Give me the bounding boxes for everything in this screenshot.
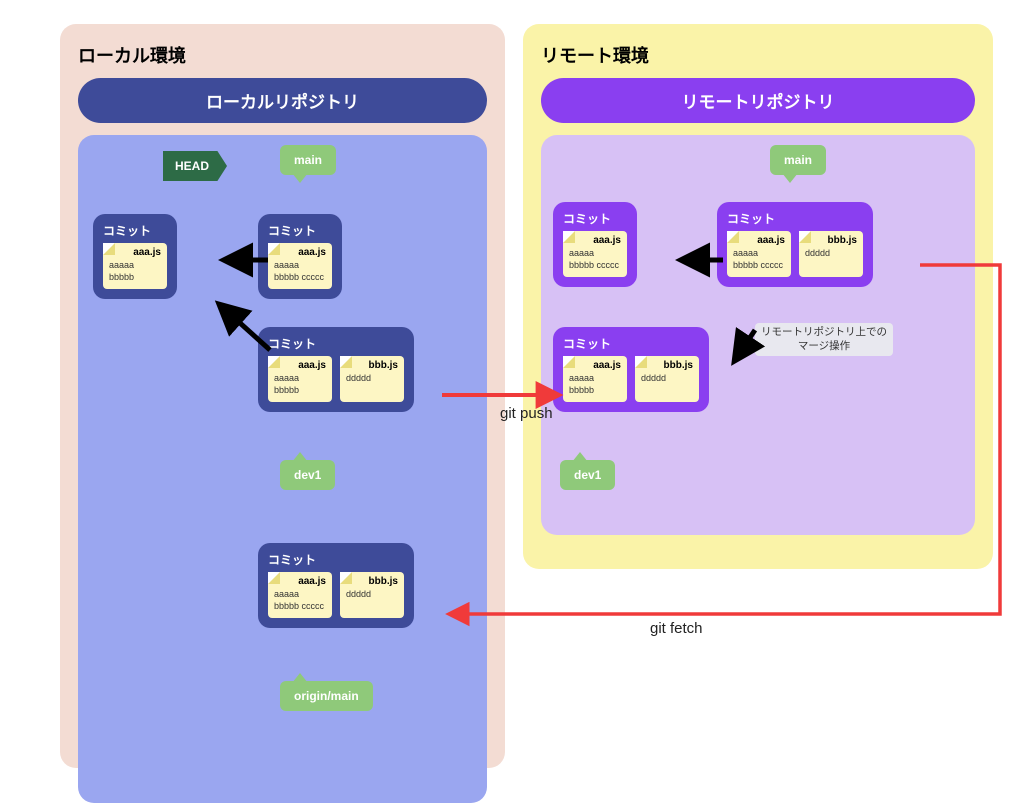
- branch-tag-dev1: dev1: [280, 460, 335, 490]
- file-icon: aaa.jsaaaaa bbbbb ccccc: [268, 243, 332, 289]
- head-tag: HEAD: [163, 151, 227, 181]
- file-icon: aaa.jsaaaaa bbbbb ccccc: [727, 231, 791, 277]
- commit-title: コミット: [268, 551, 404, 568]
- branch-tag-main-remote: main: [770, 145, 826, 175]
- file-list: aaa.jsaaaaa bbbbb ccccc: [268, 243, 332, 289]
- file-list: aaa.jsaaaaa bbbbbbbb.jsddddd: [268, 356, 404, 402]
- file-icon: aaa.jsaaaaa bbbbb: [563, 356, 627, 402]
- commit-c1: コミット aaa.jsaaaaa bbbbb: [93, 214, 177, 299]
- git-push-label: git push: [500, 405, 553, 422]
- file-icon: aaa.jsaaaaa bbbbb ccccc: [268, 572, 332, 618]
- local-repo-header: ローカルリポジトリ: [78, 78, 487, 123]
- commit-title: コミット: [563, 210, 627, 227]
- file-icon: aaa.jsaaaaa bbbbb ccccc: [563, 231, 627, 277]
- file-icon: aaa.jsaaaaa bbbbb: [268, 356, 332, 402]
- commit-title: コミット: [727, 210, 863, 227]
- file-icon: bbb.jsddddd: [340, 356, 404, 402]
- file-list: aaa.jsaaaaa bbbbbbbb.jsddddd: [563, 356, 699, 402]
- file-list: aaa.jsaaaaa bbbbb cccccbbb.jsddddd: [268, 572, 404, 618]
- file-list: aaa.jsaaaaa bbbbb cccccbbb.jsddddd: [727, 231, 863, 277]
- commit-title: コミット: [563, 335, 699, 352]
- local-environment: ローカル環境 ローカルリポジトリ コミット aaa.jsaaaaa bbbbb …: [60, 24, 505, 768]
- git-fetch-label: git fetch: [650, 620, 703, 637]
- commit-title: コミット: [103, 222, 167, 239]
- file-list: aaa.jsaaaaa bbbbb ccccc: [563, 231, 627, 277]
- merge-note: リモートリポジトリ上での マージ操作: [755, 323, 893, 356]
- branch-tag-origin-main: origin/main: [280, 681, 373, 711]
- file-icon: aaa.jsaaaaa bbbbb: [103, 243, 167, 289]
- remote-env-title: リモート環境: [541, 42, 975, 68]
- commit-c3: コミット aaa.jsaaaaa bbbbbbbb.jsddddd: [258, 327, 414, 412]
- commit-r2: コミット aaa.jsaaaaa bbbbb cccccbbb.jsddddd: [717, 202, 873, 287]
- file-icon: bbb.jsddddd: [340, 572, 404, 618]
- commit-title: コミット: [268, 222, 332, 239]
- commit-r3: コミット aaa.jsaaaaa bbbbbbbb.jsddddd: [553, 327, 709, 412]
- file-list: aaa.jsaaaaa bbbbb: [103, 243, 167, 289]
- remote-repo-header: リモートリポジトリ: [541, 78, 975, 123]
- commit-c2: コミット aaa.jsaaaaa bbbbb ccccc: [258, 214, 342, 299]
- commit-r1: コミット aaa.jsaaaaa bbbbb ccccc: [553, 202, 637, 287]
- local-env-title: ローカル環境: [78, 42, 487, 68]
- file-icon: bbb.jsddddd: [799, 231, 863, 277]
- branch-tag-dev1-remote: dev1: [560, 460, 615, 490]
- commit-c4: コミット aaa.jsaaaaa bbbbb cccccbbb.jsddddd: [258, 543, 414, 628]
- branch-tag-main: main: [280, 145, 336, 175]
- commit-title: コミット: [268, 335, 404, 352]
- file-icon: bbb.jsddddd: [635, 356, 699, 402]
